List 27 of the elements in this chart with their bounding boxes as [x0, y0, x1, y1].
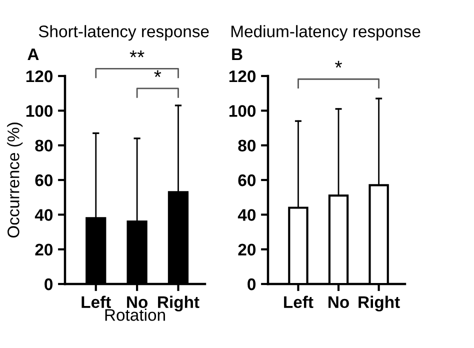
y-axis-title: Occurrence (%) [7, 122, 23, 238]
y-tick-label: 20 [238, 244, 256, 256]
text: * [335, 60, 342, 68]
y-tick-label: 60 [238, 174, 256, 186]
x-tick-label: No [328, 296, 349, 308]
y-tick-label: 0 [44, 278, 53, 290]
x-tick-label: Left [82, 296, 111, 308]
y-tick-label: 0 [248, 278, 256, 290]
y-tick-label: 80 [35, 140, 53, 152]
text: A [28, 48, 39, 60]
y-tick-label: 40 [34, 209, 53, 221]
x-tick-label: Right [358, 296, 400, 312]
y-tick-label: 40 [238, 209, 256, 221]
chart-title: Short-latency response [38, 25, 209, 41]
y-tick-label: 100 [229, 105, 256, 117]
y-tick-label: 120 [26, 70, 53, 82]
x-tick-label: No [127, 296, 148, 308]
y-tick-label: 100 [26, 105, 53, 117]
x-tick-label: Left [284, 296, 314, 308]
text: ** [130, 50, 144, 58]
y-tick-label: 20 [35, 244, 53, 256]
y-tick-label: 60 [35, 174, 53, 186]
annotation: * [154, 70, 162, 78]
y-tick-label: 80 [238, 140, 256, 152]
text: B [232, 48, 242, 60]
y-tick-label: 120 [229, 70, 256, 82]
chart-title: Medium-latency response [232, 25, 420, 41]
